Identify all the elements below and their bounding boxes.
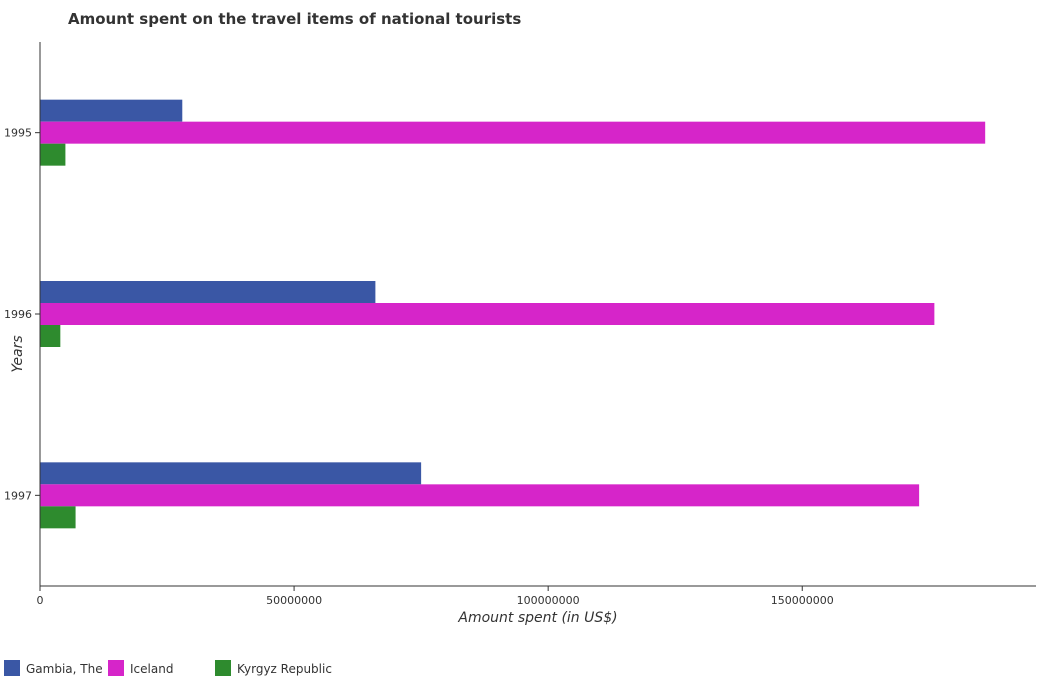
bar-1997-kyrgyz-republic bbox=[40, 506, 76, 529]
y-axis-label: Years bbox=[10, 335, 26, 372]
bar-1995-iceland bbox=[40, 121, 986, 144]
y-tick-label: 1996 bbox=[4, 308, 32, 321]
x-tick-label: 150000000 bbox=[771, 594, 834, 607]
y-tick-label: 1995 bbox=[4, 127, 32, 140]
legend-swatch bbox=[215, 660, 231, 676]
bar-1996-gambia-the bbox=[40, 281, 376, 303]
legend-swatch bbox=[4, 660, 20, 676]
x-tick-label: 50000000 bbox=[266, 594, 322, 607]
x-tick-label: 100000000 bbox=[517, 594, 580, 607]
legend-label: Kyrgyz Republic bbox=[237, 662, 332, 676]
bar-1997-gambia-the bbox=[40, 462, 422, 485]
bar-1996-iceland bbox=[40, 303, 935, 325]
bar-1995-kyrgyz-republic bbox=[40, 143, 66, 166]
x-tick-label: 0 bbox=[37, 594, 44, 607]
y-tick-label: 1997 bbox=[4, 489, 32, 502]
legend-label: Iceland bbox=[130, 662, 173, 676]
legend-swatch bbox=[108, 660, 124, 676]
chart-title: Amount spent on the travel items of nati… bbox=[68, 10, 521, 28]
legend-label: Gambia, The bbox=[26, 662, 103, 676]
bar-1997-iceland bbox=[40, 484, 920, 507]
x-axis: 0 50000000 100000000 150000000 bbox=[37, 585, 1036, 607]
x-axis-label: Amount spent (in US$) bbox=[457, 610, 617, 626]
legend: Gambia, The Iceland Kyrgyz Republic bbox=[4, 660, 332, 676]
bar-1995-gambia-the bbox=[40, 99, 183, 122]
y-axis: 1995 1996 1997 bbox=[4, 42, 41, 586]
plot-area bbox=[40, 99, 986, 529]
bar-1996-kyrgyz-republic bbox=[40, 325, 61, 347]
